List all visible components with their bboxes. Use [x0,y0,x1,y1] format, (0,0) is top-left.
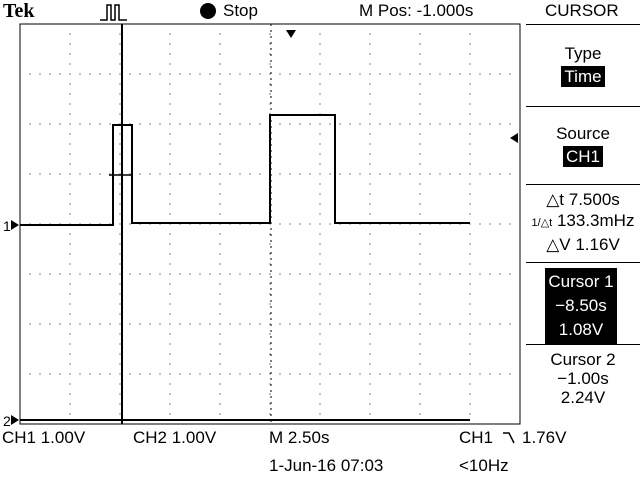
menu-divider [526,106,640,107]
inv-delta-t-prefix: 1/△t [531,217,553,229]
timebase: M 2.50s [269,428,330,447]
falling-edge-icon [503,432,515,444]
delta-readout: △t 7.500s 1/△t 133.3mHz △V 1.16V [526,190,640,254]
source-menu-button[interactable]: Source CH1 [526,124,640,167]
cursor-1-volts: 1.08V [558,320,604,339]
trigger-position-marker [286,30,296,38]
menu-divider [526,184,640,185]
delta-v-readout: △V 1.16V [546,235,620,254]
source-label: Source [556,124,610,143]
menu-title: CURSOR [545,1,619,20]
menu-divider [526,344,640,345]
type-value: Time [561,66,605,87]
m-pos-readout: M Pos: -1.000s [359,1,474,20]
menu-divider [526,262,640,263]
stop-indicator-icon [200,3,216,19]
trigger-source: CH1 [459,428,494,447]
trigger-level-marker [510,133,518,143]
cursor-1-time: −8.50s [555,296,607,315]
ch1-marker-arrow [11,220,19,230]
type-menu-button[interactable]: Type Time [526,44,640,87]
ch2-marker-arrow [11,415,19,425]
brand-logo: Tek [3,0,35,22]
date-time: 1-Jun-16 07:03 [269,456,384,475]
delta-t-readout: △t 7.500s [546,190,620,209]
cursor-2-button[interactable]: Cursor 2 −1.00s 2.24V [526,350,640,407]
ch2-scale: CH2 1.00V [133,428,217,447]
pulse-trigger-icon [100,4,127,21]
inv-delta-t-readout: 133.3mHz [556,211,635,230]
ch1-trace [20,114,470,226]
cursor-2-volts: 2.24V [560,388,606,407]
trigger-frequency: <10Hz [459,456,509,475]
ch1-scale: CH1 1.00V [2,428,86,447]
menu-divider [526,24,640,25]
cursor-2-label: Cursor 2 [550,350,616,369]
ch1-marker: 1 [3,218,11,234]
cursor-1-label: Cursor 1 [548,272,614,291]
cursor-1-button[interactable]: Cursor 1 −8.50s 1.08V [545,268,617,344]
trigger-level: 1.76V [522,428,567,447]
cursor-2-time: −1.00s [557,369,609,388]
source-value: CH1 [562,146,603,167]
type-label: Type [564,44,602,63]
run-state: Stop [223,1,258,20]
ch2-marker: 2 [3,413,11,429]
